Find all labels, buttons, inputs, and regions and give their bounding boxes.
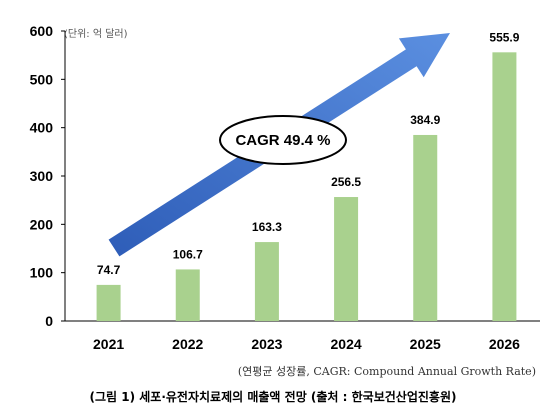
bar	[254, 242, 279, 321]
bars	[96, 52, 517, 321]
data-label: 163.3	[252, 220, 282, 234]
x-tick-label: 2023	[251, 336, 282, 352]
bar	[175, 269, 200, 321]
bar-chart: 0 100 200 300 400 500 600 2021 2022 2023 2024 2025 2…	[30, 23, 540, 352]
bar	[492, 52, 517, 321]
unit-label: (단위: 억 달러)	[64, 27, 128, 40]
data-label: 74.7	[97, 263, 121, 277]
figure-caption: (그림 1) 세포·유전자치료제의 매출액 전망 (출처 : 한국보건산업진흥원…	[89, 390, 457, 404]
footnote: (연평균 성장률, CAGR: Compound Annual Growth R…	[237, 365, 536, 378]
data-label: 555.9	[489, 30, 519, 44]
bar	[413, 134, 438, 321]
data-labels: 74.7 106.7 163.3 256.5 384.9 555.9	[97, 30, 520, 277]
bar	[334, 197, 359, 321]
data-label: 256.5	[331, 175, 361, 189]
x-tick-label: 2021	[93, 336, 124, 352]
x-tick-label: 2022	[172, 336, 203, 352]
cagr-ellipse	[219, 115, 347, 165]
y-tick-label: 500	[30, 71, 54, 87]
y-tick-label: 0	[45, 313, 53, 329]
x-tick-label: 2026	[489, 336, 520, 352]
cagr-label: CAGR 49.4 %	[235, 132, 330, 149]
y-tick-label: 600	[30, 23, 54, 39]
y-tick-label: 400	[30, 120, 54, 136]
y-tick-label: 100	[30, 265, 54, 281]
data-label: 384.9	[410, 113, 440, 127]
cagr-callout: CAGR 49.4 %	[219, 115, 347, 165]
axes: 0 100 200 300 400 500 600 2021 2022 2023 2024 2025 2…	[30, 23, 540, 352]
y-tick-label: 200	[30, 216, 54, 232]
data-label: 106.7	[173, 247, 203, 261]
bar	[96, 284, 121, 321]
y-tick-label: 300	[30, 168, 54, 184]
x-tick-label: 2024	[331, 336, 362, 352]
x-tick-label: 2025	[410, 336, 441, 352]
